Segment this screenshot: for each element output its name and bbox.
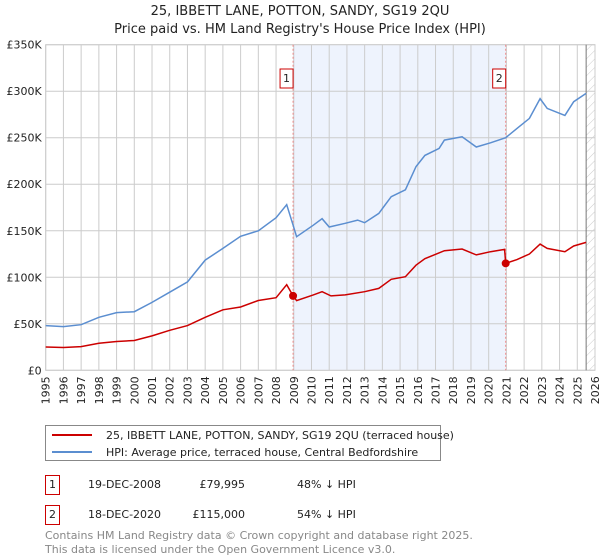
x-tick-label: 2003	[181, 376, 194, 404]
y-tick-label: £200K	[6, 178, 42, 191]
x-tick-label: 2011	[323, 376, 336, 404]
red-line-swatch	[52, 434, 92, 436]
y-tick-label: £0	[28, 364, 42, 377]
property-price-line	[45, 241, 587, 349]
blue-line-swatch	[52, 451, 92, 453]
x-tick-label: 1995	[40, 376, 53, 404]
transaction-price: £79,995	[199, 478, 246, 491]
x-tick-label: 2022	[518, 376, 531, 404]
x-tick-label: 2009	[288, 376, 301, 404]
sale-label-box	[279, 68, 294, 89]
forecast-hatch-region	[586, 44, 595, 371]
x-tick-label: 2024	[554, 376, 567, 404]
footer-licence: This data is licensed under the Open Gov…	[45, 543, 396, 556]
y-tick-label: £250K	[6, 132, 42, 145]
x-tick-label: 2025	[571, 376, 584, 404]
transaction-date: 19-DEC-2008	[88, 478, 162, 491]
x-tick-label: 1997	[75, 376, 88, 404]
x-tick-label: 2000	[128, 376, 141, 404]
legend-label-hpi: HPI: Average price, terraced house, Cent…	[106, 445, 419, 459]
hpi-line	[45, 92, 587, 328]
x-tick-label: 2007	[252, 376, 265, 404]
sale-point	[501, 259, 510, 268]
y-tick-label: £150K	[6, 225, 42, 238]
y-tick-label: £300K	[6, 85, 42, 98]
x-tick-label: 2005	[217, 376, 230, 404]
chart-subtitle: Price paid vs. HM Land Registry's House …	[114, 22, 486, 37]
ownership-shaded-region	[293, 44, 506, 371]
x-tick-label: 2004	[199, 376, 212, 404]
x-tick-label: 2018	[447, 376, 460, 404]
x-tick-label: 1998	[93, 376, 106, 404]
sale-label-box	[492, 68, 507, 89]
price-chart: 25, IBBETT LANE, POTTON, SANDY, SG19 2QU…	[6, 4, 600, 404]
transaction-number: 2	[45, 505, 60, 525]
x-tick-label: 2020	[483, 376, 496, 404]
x-tick-label: 2019	[465, 376, 478, 404]
x-tick-label: 2013	[359, 376, 372, 404]
x-tick-label: 1996	[57, 376, 70, 404]
legend-label-property: 25, IBBETT LANE, POTTON, SANDY, SG19 2QU…	[106, 428, 454, 442]
x-tick-label: 2010	[305, 376, 318, 404]
sale-point	[289, 291, 298, 300]
sale-label: 2	[496, 72, 503, 85]
x-tick-label: 2014	[376, 376, 389, 404]
y-tick-label: £50K	[13, 318, 42, 331]
x-tick-label: 2001	[146, 376, 159, 404]
transaction-hpi-diff: 54% ↓ HPI	[297, 508, 356, 521]
legend: 25, IBBETT LANE, POTTON, SANDY, SG19 2QU…	[45, 425, 454, 461]
transaction-row: 1 19-DEC-2008 £79,995 48% ↓ HPI	[45, 475, 445, 495]
sale-label: 1	[283, 72, 290, 85]
x-tick-label: 2021	[500, 376, 513, 404]
x-tick-label: 2015	[394, 376, 407, 404]
x-tick-label: 2016	[412, 376, 425, 404]
legend-item-hpi: HPI: Average price, terraced house, Cent…	[46, 444, 418, 460]
legend-item-property: 25, IBBETT LANE, POTTON, SANDY, SG19 2QU…	[46, 427, 454, 443]
transaction-row: 2 18-DEC-2020 £115,000 54% ↓ HPI	[45, 505, 445, 525]
chart-title: 25, IBBETT LANE, POTTON, SANDY, SG19 2QU	[151, 4, 450, 19]
x-tick-label: 2026	[589, 376, 600, 404]
x-tick-label: 2002	[164, 376, 177, 404]
x-tick-label: 2023	[536, 376, 549, 404]
x-tick-label: 2006	[235, 376, 248, 404]
transaction-hpi-diff: 48% ↓ HPI	[297, 478, 356, 491]
footer-copyright: Contains HM Land Registry data © Crown c…	[45, 529, 473, 542]
x-tick-label: 2012	[341, 376, 354, 404]
transaction-price: £115,000	[192, 508, 246, 521]
transaction-date: 18-DEC-2020	[88, 508, 162, 521]
x-tick-label: 2008	[270, 376, 283, 404]
y-tick-label: £350K	[6, 39, 42, 52]
transaction-number: 1	[45, 475, 60, 495]
x-tick-label: 1999	[111, 376, 124, 404]
x-tick-label: 2017	[430, 376, 443, 404]
y-tick-label: £100K	[6, 271, 42, 284]
